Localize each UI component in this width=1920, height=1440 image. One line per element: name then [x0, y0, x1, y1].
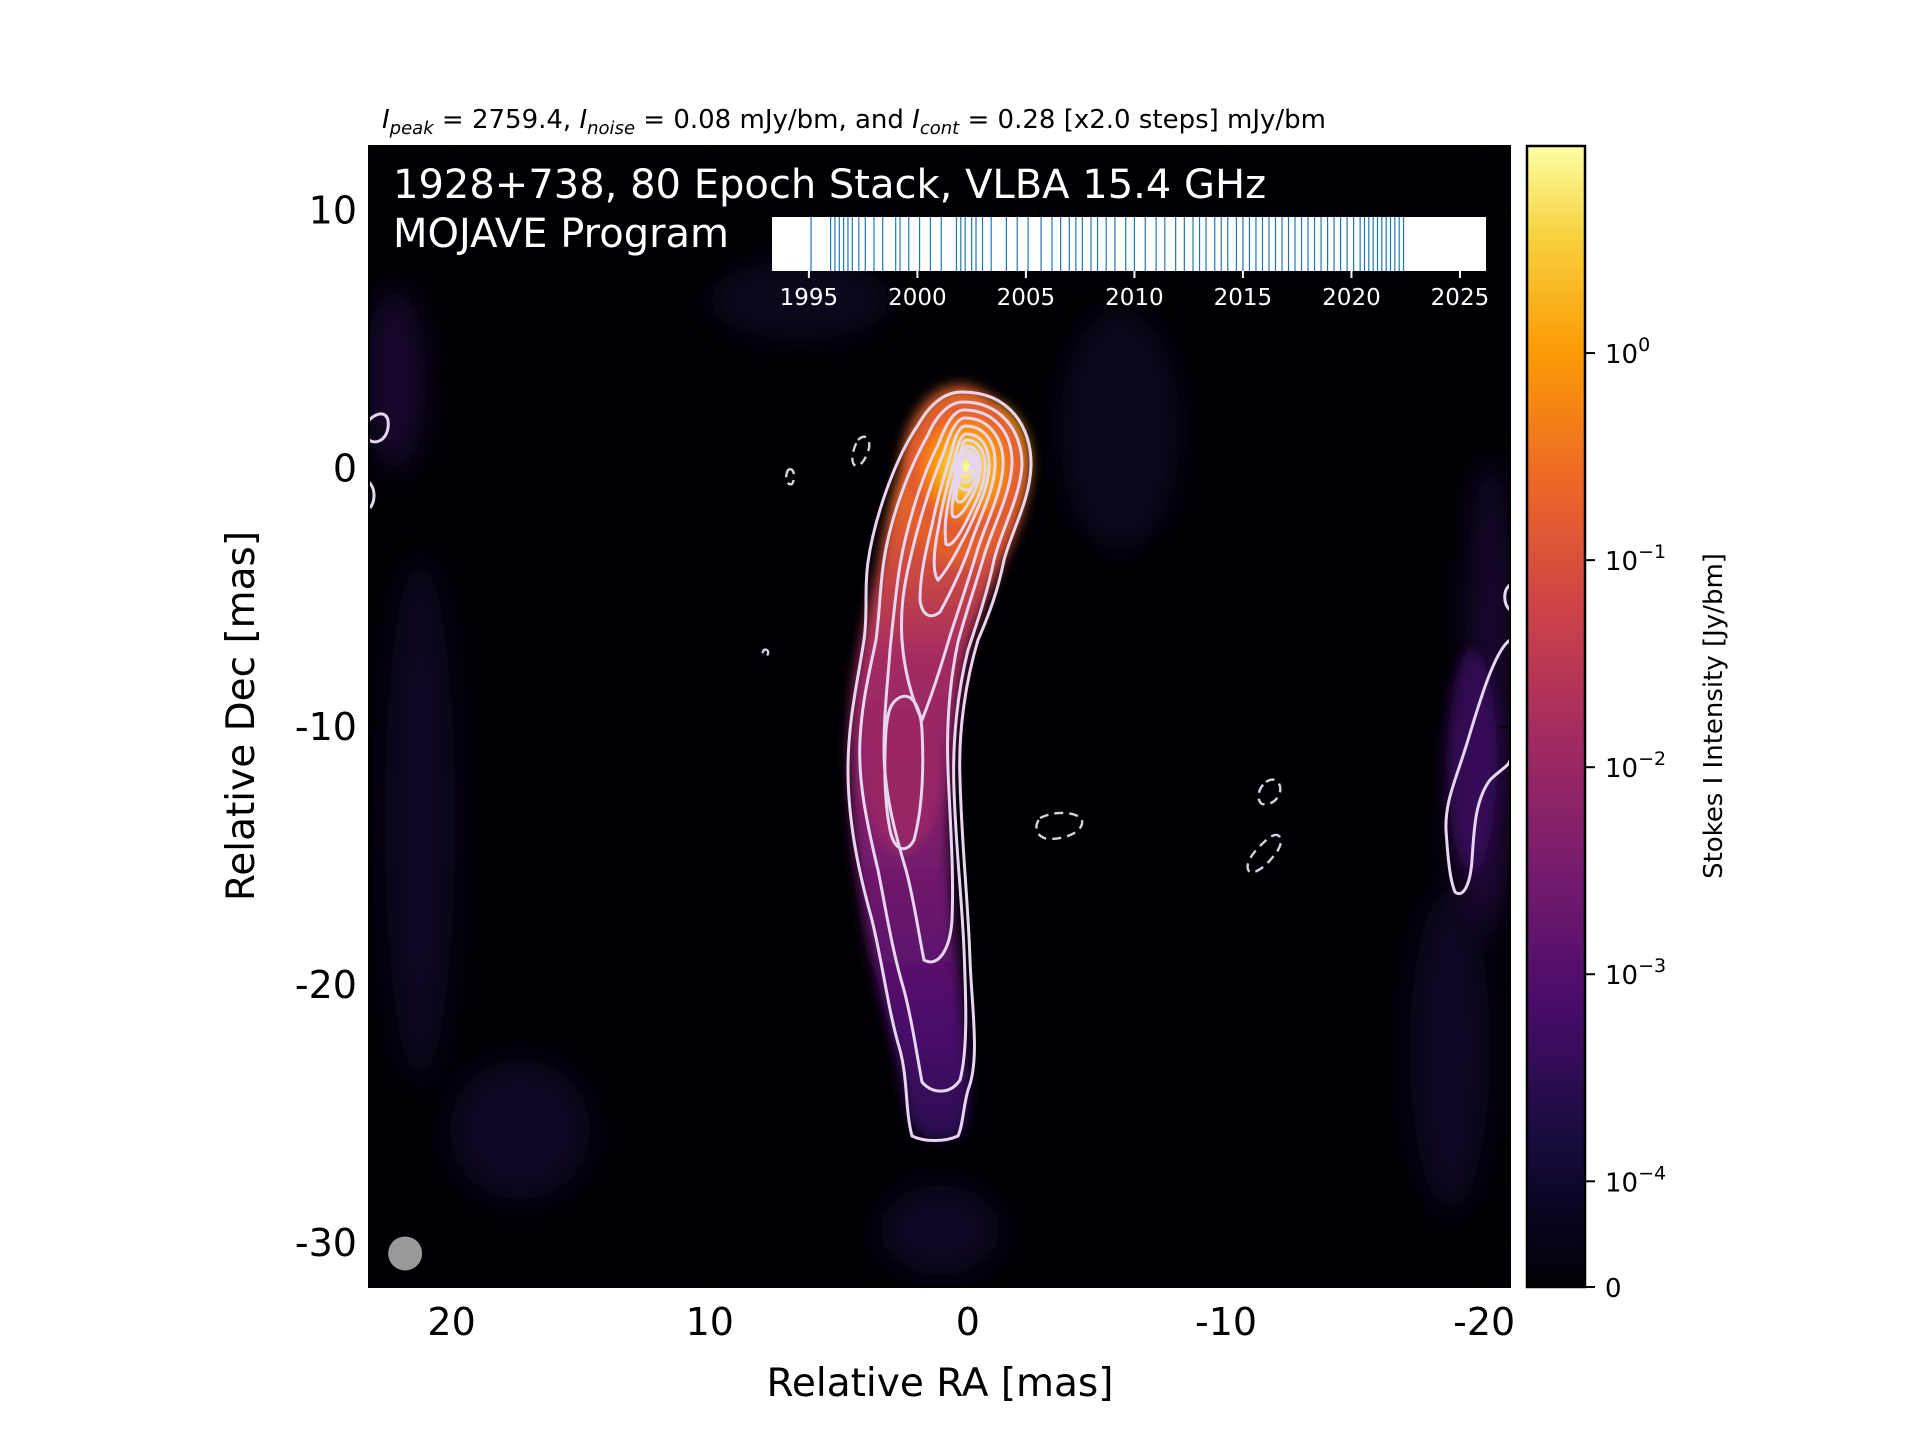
x-ticks: 20 10 0 -10 -20 — [427, 146, 1515, 1344]
contour-level-6 — [918, 424, 997, 618]
timeline-tick-label: 2010 — [1105, 285, 1164, 311]
plot-frame — [368, 145, 1511, 1288]
x-tick-label: -10 — [1195, 1300, 1257, 1344]
timeline-tick-label: 2025 — [1431, 285, 1490, 311]
contour-level-11 — [953, 448, 979, 492]
y-tick-label: -20 — [295, 963, 357, 1007]
y-tick-label: -10 — [295, 705, 357, 749]
y-tick-label: 0 — [333, 447, 357, 491]
negative-contour-2 — [784, 468, 796, 486]
contour-level-2 — [858, 400, 1024, 1093]
contour-level-13 — [959, 456, 973, 476]
contour-level-3 — [882, 408, 1014, 964]
peak-subscript: peak — [389, 118, 436, 139]
contours — [369, 390, 1510, 1142]
contour-level-1 — [846, 390, 1033, 1142]
cont-value: = 0.28 [x2.0 steps] mJy/bm — [959, 105, 1326, 135]
negative-contour-1 — [851, 435, 871, 468]
chart-title: Ipeak = 2759.4, Inoise = 0.08 mJy/bm, an… — [382, 105, 1326, 139]
timeline-tick-label: 2005 — [997, 285, 1056, 311]
colorbar-tick-label: 100 — [1605, 334, 1650, 370]
negative-contour-5 — [1246, 833, 1283, 874]
peak-value: = 2759.4, — [434, 105, 580, 135]
x-tick-label: 0 — [956, 1300, 980, 1344]
timeline-tick-label: 2020 — [1322, 285, 1381, 311]
cont-subscript: cont — [920, 118, 960, 139]
edge-emission — [1447, 650, 1497, 870]
contour-edge-right — [1444, 638, 1510, 895]
timeline-tick-label: 2000 — [888, 285, 947, 311]
beam-ellipse — [388, 1236, 423, 1271]
timeline-tick-label: 2015 — [1214, 285, 1273, 311]
x-tick-label: -20 — [1453, 1300, 1515, 1344]
contour-edge-left — [369, 412, 390, 444]
negative-contours — [761, 435, 1283, 874]
x-axis-label: Relative RA [mas] — [767, 1361, 1114, 1406]
x-tick-label: 10 — [686, 1300, 734, 1344]
core-emission — [904, 398, 1028, 538]
timeline-ticks: 1995 2000 2005 2010 2015 2020 2025 — [780, 271, 1490, 311]
negative-contour-4 — [1257, 778, 1282, 806]
noise-value: = 0.08 mJy/bm, and — [635, 105, 912, 135]
contour-level-5 — [883, 694, 925, 851]
x-tick-label: 20 — [427, 1300, 475, 1344]
image-panel: 1928+738, 80 Epoch Stack, VLBA 15.4 GHz … — [295, 145, 1515, 1344]
timeline-tick-label: 1995 — [780, 285, 839, 311]
peak-symbol: I — [382, 105, 390, 135]
y-ticks: 10 0 -10 -20 -30 — [295, 189, 1510, 1265]
noise-symbol: I — [579, 105, 587, 135]
colorbar-tick-label: 10−3 — [1605, 955, 1666, 991]
noise-subscript: noise — [587, 118, 635, 139]
contour-edge-right-top — [1503, 583, 1510, 612]
y-axis-label: Relative Dec [mas] — [219, 531, 264, 901]
intensity-map — [369, 260, 1510, 1275]
timeline-background — [772, 217, 1486, 271]
negative-contour-3 — [1035, 811, 1084, 841]
colorbar-tick-label: 10−2 — [1605, 748, 1666, 784]
contour-edge-left-2 — [369, 480, 376, 509]
colorbar-tick-label: 10−1 — [1605, 541, 1666, 577]
colorbar-tick-label: 10−4 — [1605, 1162, 1666, 1198]
overlay-title: 1928+738, 80 Epoch Stack, VLBA 15.4 GHz — [393, 162, 1266, 208]
contour-level-7 — [932, 432, 991, 583]
colorbar: 100 10−1 10−2 10−3 10−4 0 Stokes I Intensity … — [1525, 144, 1729, 1304]
colorbar-ticks: 100 10−1 10−2 10−3 10−4 0 — [1585, 334, 1666, 1304]
contour-level-12 — [956, 452, 976, 484]
overlay-subtitle: MOJAVE Program — [393, 211, 729, 257]
epoch-markers — [810, 217, 1405, 271]
colorbar-gradient — [1525, 144, 1587, 1289]
cont-symbol: I — [912, 105, 920, 135]
colorbar-label: Stokes I Intensity [Jy/bm] — [1699, 553, 1729, 879]
colorbar-tick-label: 0 — [1605, 1274, 1622, 1304]
y-tick-label: -30 — [295, 1221, 357, 1265]
y-tick-label: 10 — [309, 189, 357, 233]
negative-contour-6 — [761, 648, 770, 658]
epoch-timeline: 1995 2000 2005 2010 2015 2020 2025 — [772, 217, 1489, 311]
